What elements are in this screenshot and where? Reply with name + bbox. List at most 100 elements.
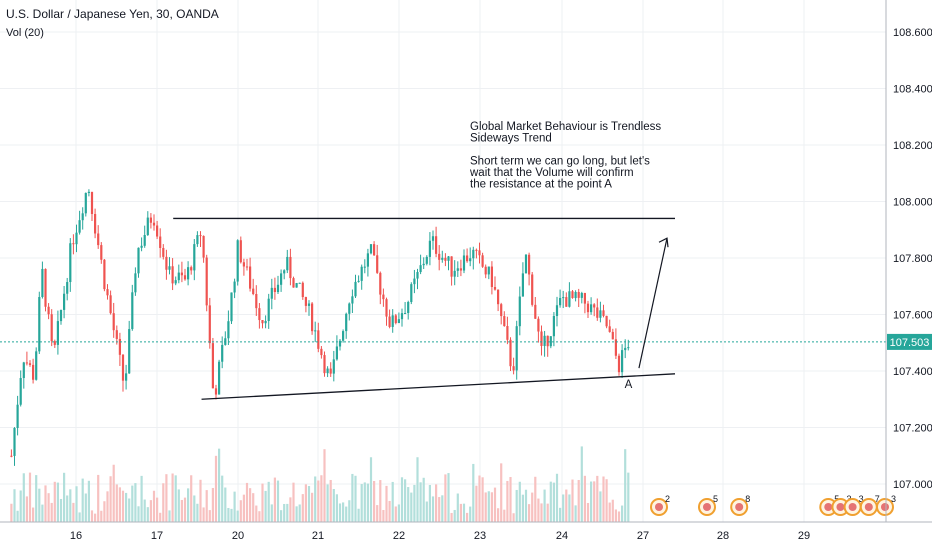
volume-bar bbox=[87, 480, 90, 522]
candle-body bbox=[559, 297, 562, 306]
candle-body bbox=[487, 266, 490, 275]
candle-body bbox=[369, 244, 373, 254]
volume-bar bbox=[509, 477, 512, 522]
time-tick-label: 23 bbox=[474, 530, 486, 542]
candle-body bbox=[56, 321, 59, 345]
candle-body bbox=[295, 283, 298, 288]
volume-bar bbox=[258, 511, 261, 522]
candle-body bbox=[72, 243, 75, 245]
candle-body bbox=[146, 217, 149, 236]
volume-bar bbox=[586, 502, 590, 522]
candle-body bbox=[500, 304, 503, 317]
volume-bar bbox=[196, 503, 199, 522]
candle-body bbox=[521, 273, 524, 297]
candle-body bbox=[66, 282, 69, 294]
annotations: A Global Market Behaviour is TrendlessSi… bbox=[173, 121, 676, 400]
candle-body bbox=[348, 303, 351, 314]
annotation-note-line: Short term we can go long, but let's bbox=[470, 156, 650, 168]
annotation-note-line: wait that the Volume will confirm bbox=[469, 167, 634, 179]
volume-bar bbox=[180, 499, 183, 522]
candle-body bbox=[459, 268, 462, 271]
candle-body bbox=[177, 272, 180, 281]
event-badge-icon[interactable]: 7 bbox=[859, 494, 880, 516]
volume-bar bbox=[441, 495, 444, 522]
candle-body bbox=[174, 280, 177, 284]
candle-body bbox=[97, 233, 100, 246]
event-badge-icon[interactable]: 2 bbox=[650, 494, 670, 516]
candle-body bbox=[472, 249, 475, 259]
support-line[interactable] bbox=[201, 373, 676, 400]
candle-body bbox=[614, 339, 617, 356]
volume-bar bbox=[25, 496, 28, 522]
volume-bar bbox=[528, 504, 531, 522]
candle-body bbox=[391, 315, 394, 327]
event-badge-count: 3 bbox=[859, 494, 864, 504]
candle-body bbox=[552, 315, 555, 337]
volume-bar bbox=[109, 476, 112, 522]
event-badge-icon[interactable]: 3 bbox=[876, 494, 896, 516]
candle-body bbox=[190, 267, 193, 271]
candle-body bbox=[242, 262, 245, 267]
candle-body bbox=[258, 308, 261, 321]
candle-body bbox=[376, 255, 379, 273]
candle-body bbox=[366, 253, 369, 267]
volume-bar bbox=[224, 487, 227, 522]
candle-body bbox=[407, 301, 410, 313]
annotation-note: Global Market Behaviour is TrendlessSide… bbox=[469, 121, 661, 191]
event-badge-icon[interactable]: 5 bbox=[698, 494, 718, 516]
forecast-arrow[interactable] bbox=[638, 238, 668, 369]
price-tick-label: 107.200 bbox=[893, 423, 932, 435]
candle-body bbox=[94, 214, 97, 234]
volume-bar bbox=[413, 484, 416, 522]
volume-indicator-label[interactable]: Vol (20) bbox=[6, 27, 44, 39]
candle-body bbox=[32, 364, 35, 380]
volume-bar bbox=[447, 473, 450, 522]
candle-body bbox=[128, 329, 131, 374]
volume-bar bbox=[540, 503, 543, 522]
time-axis[interactable]: 16 17 20 21 22 23 24 27 28 29 bbox=[70, 530, 810, 542]
volume-bar bbox=[13, 489, 16, 522]
candle-body bbox=[447, 256, 450, 261]
volume-bar bbox=[149, 500, 152, 522]
volume-bar bbox=[379, 480, 382, 522]
volume-bar bbox=[280, 510, 283, 522]
candle-body bbox=[397, 319, 400, 324]
candle-body bbox=[546, 335, 549, 347]
candle-body bbox=[537, 318, 540, 332]
candle-body bbox=[456, 268, 459, 271]
candle-body bbox=[338, 340, 342, 347]
volume-bar bbox=[121, 490, 125, 522]
candle-body bbox=[236, 240, 239, 282]
volume-bar bbox=[221, 475, 224, 522]
volume-bar bbox=[602, 476, 605, 522]
candle-body bbox=[512, 366, 515, 371]
volume-bar bbox=[193, 495, 196, 522]
volume-bar bbox=[239, 500, 242, 522]
price-tick-label: 108.000 bbox=[893, 197, 932, 209]
candle-body bbox=[534, 304, 537, 319]
volume-bar bbox=[35, 475, 38, 522]
volume-bar bbox=[360, 484, 363, 522]
event-badges[interactable]: 32585337 bbox=[650, 494, 896, 516]
volume-bar bbox=[555, 473, 559, 522]
volume-bar bbox=[419, 482, 422, 522]
candle-body bbox=[493, 286, 497, 290]
symbol-title[interactable]: U.S. Dollar / Japanese Yen, 30, OANDA bbox=[6, 7, 219, 21]
price-axis[interactable]: 107.000 107.200 107.400 107.600 107.800 108.0… bbox=[893, 27, 932, 491]
time-tick-label: 20 bbox=[232, 530, 244, 542]
volume-bar bbox=[493, 487, 497, 522]
candle-body bbox=[187, 267, 190, 280]
volume-bar bbox=[369, 457, 373, 522]
volume-bar bbox=[456, 493, 459, 522]
volume-bar bbox=[506, 480, 509, 522]
volume-bar bbox=[515, 489, 518, 522]
volume-bar bbox=[152, 490, 156, 522]
volume-bars bbox=[10, 446, 630, 522]
volume-bar bbox=[394, 506, 397, 522]
event-badge-icon[interactable]: 8 bbox=[730, 494, 750, 516]
volume-bar bbox=[574, 505, 577, 522]
volume-bar bbox=[388, 500, 391, 522]
volume-bar bbox=[627, 472, 630, 522]
volume-bar bbox=[84, 493, 87, 522]
